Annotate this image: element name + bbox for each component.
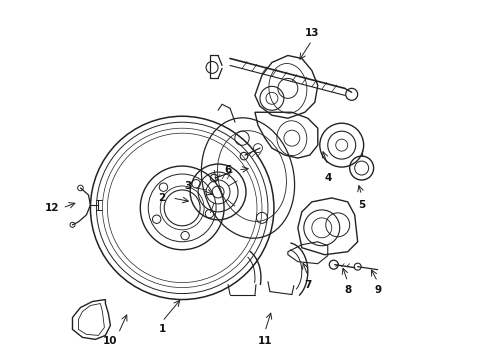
Text: 12: 12 xyxy=(45,203,60,213)
Text: 3: 3 xyxy=(184,181,191,191)
Text: 5: 5 xyxy=(357,200,365,210)
Text: 1: 1 xyxy=(158,324,165,334)
Text: 6: 6 xyxy=(224,165,231,175)
Text: 8: 8 xyxy=(344,284,350,294)
Text: 10: 10 xyxy=(103,336,118,346)
Text: 9: 9 xyxy=(373,284,381,294)
Text: 7: 7 xyxy=(304,280,311,289)
Text: 13: 13 xyxy=(304,28,318,37)
Text: 2: 2 xyxy=(158,193,165,203)
Text: 11: 11 xyxy=(257,336,272,346)
Text: 4: 4 xyxy=(324,173,331,183)
